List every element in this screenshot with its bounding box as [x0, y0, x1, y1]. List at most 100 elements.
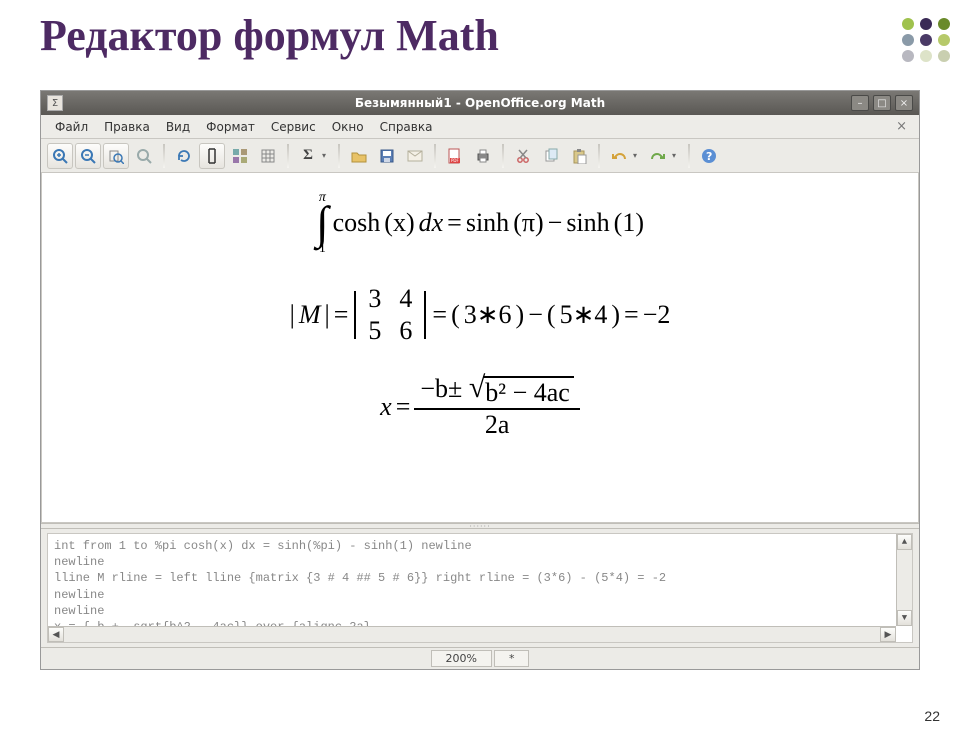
window-title: Безымянный1 - OpenOffice.org Math	[41, 96, 919, 110]
zoom-out-button[interactable]	[75, 143, 101, 169]
toolbar-separator	[287, 144, 289, 168]
undo-button[interactable]	[606, 143, 632, 169]
app-window: Σ Безымянный1 - OpenOffice.org Math – □ …	[40, 90, 920, 670]
menu-view[interactable]: Вид	[158, 118, 198, 136]
zoom-reset-button[interactable]	[131, 143, 157, 169]
zoom-page-button[interactable]	[103, 143, 129, 169]
slide-decoration	[902, 18, 952, 62]
equals2: =	[432, 300, 447, 330]
redo-button[interactable]	[645, 143, 671, 169]
abs-close: |	[325, 300, 330, 330]
elements-button[interactable]	[227, 143, 253, 169]
paren-open2: (	[547, 300, 556, 330]
toolbar-separator	[502, 144, 504, 168]
formula-cursor-button[interactable]	[199, 143, 225, 169]
status-bar: 200% *	[41, 647, 919, 669]
toolbar: Σ ▾ PDF ▾ ▾ ?	[41, 139, 919, 173]
source-text[interactable]: int from 1 to %pi cosh(x) dx = sinh(%pi)…	[48, 534, 912, 639]
scroll-right-icon[interactable]: ▶	[880, 627, 896, 642]
radicand: b² − 4ac	[483, 376, 574, 408]
scroll-down-icon[interactable]: ▼	[897, 610, 912, 626]
scroll-up-icon[interactable]: ▲	[897, 534, 912, 550]
integral-lower: 1	[319, 242, 326, 256]
result: −2	[643, 300, 671, 330]
sigma-button[interactable]: Σ	[295, 143, 321, 169]
det-bar-icon	[424, 291, 426, 339]
equals3: =	[624, 300, 639, 330]
scroll-track[interactable]	[897, 550, 912, 610]
menu-edit[interactable]: Правка	[96, 118, 158, 136]
zoom-in-button[interactable]	[47, 143, 73, 169]
arg-1: (1)	[614, 208, 644, 238]
paren-close2: )	[611, 300, 620, 330]
svg-text:?: ?	[706, 150, 712, 163]
m21: 5	[368, 316, 381, 346]
formula-source-editor[interactable]: int from 1 to %pi cosh(x) dx = sinh(%pi)…	[47, 533, 913, 643]
status-zoom[interactable]: 200%	[431, 650, 492, 667]
copy-button[interactable]	[538, 143, 564, 169]
horizontal-scrollbar[interactable]: ◀ ▶	[48, 626, 896, 642]
redo-dropdown-icon[interactable]: ▾	[672, 151, 682, 160]
save-button[interactable]	[374, 143, 400, 169]
det-bar-icon	[354, 291, 356, 339]
catalog-button[interactable]	[255, 143, 281, 169]
formula-view: π ∫ 1 cosh (x) dx = sinh (π) − sinh (1) …	[41, 173, 919, 523]
print-button[interactable]	[470, 143, 496, 169]
equals: =	[396, 392, 411, 422]
matrix-2x2: 3 4 5 6	[362, 284, 418, 346]
var-x: x	[380, 392, 392, 422]
window-minimize-button[interactable]: –	[851, 95, 869, 111]
dx: dx	[419, 208, 444, 238]
window-maximize-button[interactable]: □	[873, 95, 891, 111]
undo-dropdown-icon[interactable]: ▾	[633, 151, 643, 160]
minus: −	[548, 208, 563, 238]
paren-close: )	[516, 300, 525, 330]
sigma-dropdown-icon[interactable]: ▾	[322, 151, 332, 160]
m11: 3	[368, 284, 381, 314]
m12: 4	[399, 284, 412, 314]
paste-button[interactable]	[566, 143, 592, 169]
cut-button[interactable]	[510, 143, 536, 169]
equals: =	[447, 208, 462, 238]
window-titlebar[interactable]: Σ Безымянный1 - OpenOffice.org Math – □ …	[41, 91, 919, 115]
term1: 3∗6	[464, 300, 512, 330]
term2: 5∗4	[560, 300, 608, 330]
sinh2: sinh	[566, 208, 609, 238]
arg-pi: (π)	[513, 208, 543, 238]
window-close-button[interactable]: ×	[895, 95, 913, 111]
export-pdf-button[interactable]: PDF	[442, 143, 468, 169]
vertical-scrollbar[interactable]: ▲ ▼	[896, 534, 912, 626]
formula-determinant: | M | = 3 4 5 6 = ( 3∗6 ) − ( 5∗4 ) = −2	[290, 284, 671, 346]
matrix-name: M	[299, 300, 321, 330]
scroll-left-icon[interactable]: ◀	[48, 627, 64, 642]
slide-page-number: 22	[924, 708, 940, 724]
refresh-button[interactable]	[171, 143, 197, 169]
status-modified[interactable]: *	[494, 650, 530, 667]
formula-integral: π ∫ 1 cosh (x) dx = sinh (π) − sinh (1)	[316, 191, 644, 256]
menu-tools[interactable]: Сервис	[263, 118, 324, 136]
num-prefix: −b±	[420, 374, 462, 403]
m22: 6	[399, 316, 412, 346]
integral-sign-icon: ∫	[316, 205, 329, 242]
help-button[interactable]: ?	[696, 143, 722, 169]
menu-window[interactable]: Окно	[324, 118, 372, 136]
denominator: 2a	[479, 410, 516, 440]
equals: =	[334, 300, 349, 330]
abs-open: |	[290, 300, 295, 330]
scroll-track[interactable]	[64, 627, 880, 642]
menu-help[interactable]: Справка	[372, 118, 441, 136]
splitter-handle[interactable]: ······	[41, 523, 919, 529]
menu-file[interactable]: Файл	[47, 118, 96, 136]
formula-quadratic: x = −b± √ b² − 4ac 2a	[380, 374, 580, 440]
menu-format[interactable]: Формат	[198, 118, 263, 136]
svg-text:PDF: PDF	[451, 158, 459, 163]
sinh1: sinh	[466, 208, 509, 238]
minus: −	[528, 300, 543, 330]
slide-title: Редактор формул Math	[40, 10, 960, 61]
app-icon: Σ	[47, 95, 63, 111]
mail-button[interactable]	[402, 143, 428, 169]
open-button[interactable]	[346, 143, 372, 169]
menubar-close-icon[interactable]: ×	[890, 119, 913, 134]
toolbar-separator	[163, 144, 165, 168]
numerator: −b± √ b² − 4ac	[414, 374, 579, 408]
